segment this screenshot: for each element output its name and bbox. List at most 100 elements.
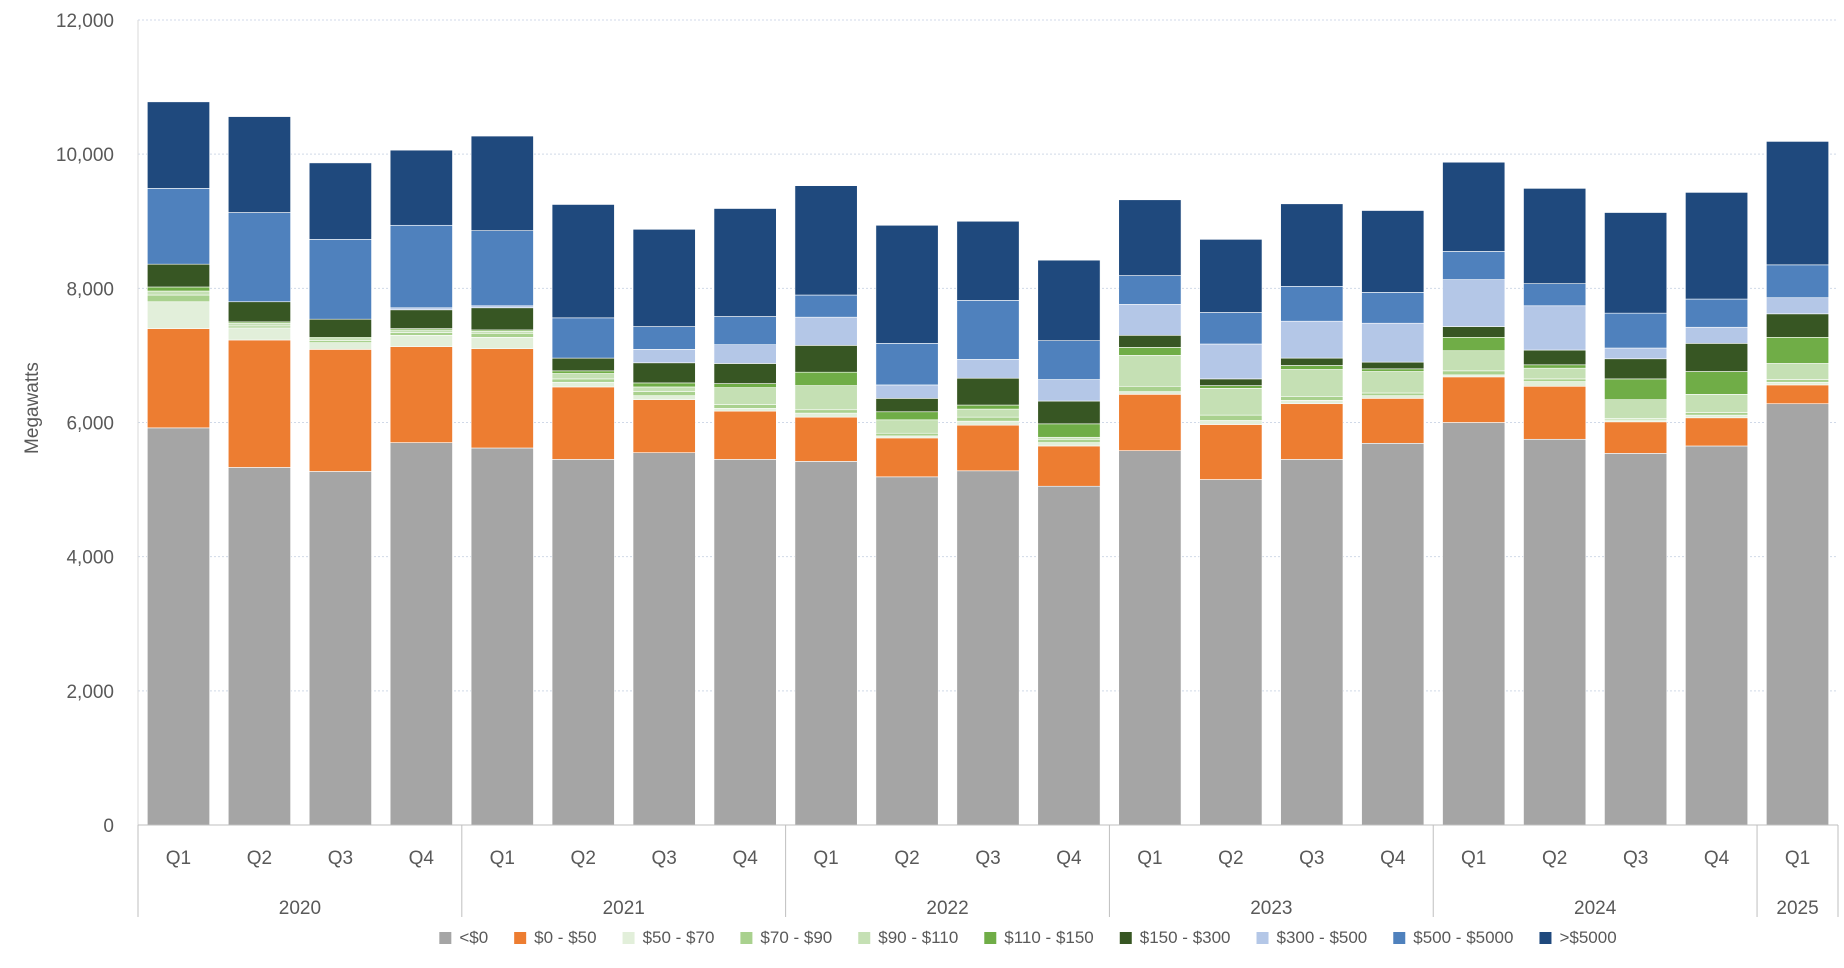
legend-swatch xyxy=(1119,932,1132,944)
bar-segment xyxy=(227,325,291,329)
bar-segment xyxy=(1199,479,1263,826)
bar-segment xyxy=(551,378,615,383)
legend-swatch xyxy=(858,932,871,944)
bar-segment xyxy=(713,459,777,826)
bar-segment xyxy=(227,327,291,341)
bar-segment xyxy=(1199,424,1263,480)
bar-segment xyxy=(956,424,1020,472)
y-tick-label: 8,000 xyxy=(66,279,114,300)
y-tick-label: 6,000 xyxy=(66,414,114,435)
bar-segment xyxy=(1280,403,1344,460)
bar-segment xyxy=(1766,337,1829,364)
bar-segment xyxy=(875,343,939,386)
bar-segment xyxy=(1442,422,1506,826)
bar-segment xyxy=(1766,384,1829,405)
bar-segment xyxy=(1685,394,1749,413)
legend-label: $500 - $5000 xyxy=(1413,928,1513,947)
bar-segment xyxy=(308,340,372,343)
bar-segment xyxy=(1199,420,1263,425)
bar-segment xyxy=(227,116,291,213)
bar-segment xyxy=(227,339,291,468)
bar-segment xyxy=(1118,394,1182,451)
bar-segment xyxy=(308,349,372,472)
bar-segment xyxy=(1037,436,1101,440)
bar-segment xyxy=(1037,400,1101,425)
bar-segment xyxy=(389,332,453,336)
bar-segment xyxy=(1685,326,1749,344)
bar-segment xyxy=(1766,363,1829,380)
bar-segment xyxy=(632,349,696,364)
bar-segment xyxy=(1199,385,1263,389)
bar-segment xyxy=(1280,459,1344,826)
bar-segment xyxy=(1442,161,1506,252)
bar-segment xyxy=(1037,379,1101,402)
bar-segment xyxy=(147,294,210,303)
bar-segment xyxy=(389,307,453,311)
bar-segment xyxy=(1685,298,1749,328)
bar-segment xyxy=(1523,349,1587,366)
bar-segment xyxy=(1118,450,1182,826)
bar-segment xyxy=(1280,320,1344,359)
x-tick-label: Q3 xyxy=(1299,848,1324,869)
bar-segment xyxy=(308,239,372,320)
bar-segment xyxy=(470,305,534,309)
x-group-label: 2025 xyxy=(1776,898,1818,919)
bar-segment xyxy=(794,294,858,318)
bar-segment xyxy=(1361,322,1425,363)
bar-segment xyxy=(1361,361,1425,370)
bar-segment xyxy=(1766,403,1829,826)
bar-segment xyxy=(1523,305,1587,351)
bar-segment xyxy=(875,398,939,413)
bar-segment xyxy=(470,307,534,331)
bar-segment xyxy=(1523,385,1587,440)
x-tick-label: Q1 xyxy=(1461,848,1486,869)
bar-segment xyxy=(147,286,210,292)
bar-segment xyxy=(1361,368,1425,372)
legend-swatch xyxy=(514,932,527,944)
bar-segment xyxy=(147,328,210,429)
x-tick-label: Q3 xyxy=(652,848,677,869)
bar-segment xyxy=(1604,212,1668,314)
x-group-label: 2023 xyxy=(1250,898,1292,919)
bar-segment xyxy=(1199,312,1263,345)
x-tick-label: Q4 xyxy=(732,848,758,869)
bar-segment xyxy=(713,363,777,384)
axes xyxy=(137,20,1839,917)
bar-segment xyxy=(1523,438,1587,826)
bar-segment xyxy=(389,334,453,347)
legend-label: $70 - $90 xyxy=(760,928,832,947)
bar-segment xyxy=(551,204,615,319)
legend-swatch xyxy=(622,932,635,944)
bar-segment xyxy=(1037,259,1101,341)
x-tick-label: Q3 xyxy=(975,848,1000,869)
bar-segment xyxy=(794,185,858,296)
x-tick-label: Q2 xyxy=(894,848,919,869)
bar-segment xyxy=(875,435,939,439)
bar-segment xyxy=(470,135,534,231)
bar-segment xyxy=(1685,371,1749,395)
bar-segment xyxy=(1037,438,1101,443)
x-group-label: 2020 xyxy=(279,898,321,919)
bar-segment xyxy=(794,371,858,386)
x-tick-label: Q1 xyxy=(166,848,191,869)
y-axis-tick-labels: 0 2,000 4,000 6,000 8,000 10,000 12,000 xyxy=(56,11,114,837)
bar-segment xyxy=(1037,445,1101,487)
bar-segment xyxy=(1685,192,1749,300)
bar-segment xyxy=(1118,385,1182,392)
bar-segment xyxy=(632,452,696,826)
bar-segment xyxy=(1280,357,1344,366)
bar-segment xyxy=(308,342,372,350)
bar-segment xyxy=(389,224,453,309)
x-axis-labels: Q1 Q2 Q3 Q4 Q1 Q2 Q3 Q4 Q1 Q2 Q3 Q4 Q1 Q2 Q3 Q4 Q1 Q2 Q3 Q4… xyxy=(166,848,1819,919)
bar-segment xyxy=(1442,350,1506,372)
bar-segment xyxy=(713,410,777,460)
x-tick-label: Q2 xyxy=(1218,848,1243,869)
bar-segment xyxy=(551,370,615,374)
bar-segment xyxy=(1361,392,1425,396)
bar-segment xyxy=(1442,370,1506,376)
bar-segment xyxy=(875,419,939,434)
bar-segment xyxy=(227,212,291,303)
bar-segment xyxy=(1118,355,1182,387)
bar-segment xyxy=(308,471,372,826)
bar-segment xyxy=(1199,414,1263,421)
